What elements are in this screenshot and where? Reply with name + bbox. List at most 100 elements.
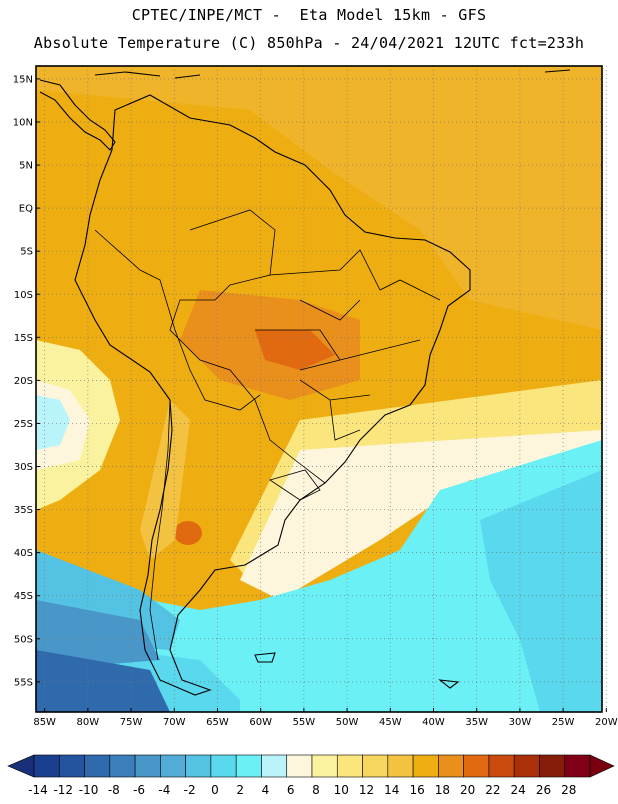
south-america-coastline: [74, 94, 471, 696]
colorbar-swatch: [160, 754, 186, 778]
colorbar-label: -14: [28, 783, 48, 797]
colorbar-swatch: [134, 754, 161, 778]
field-pacific-2: [36, 600, 160, 670]
chart-subtitle: Absolute Temperature (C) 850hPa - 24/04/…: [33, 34, 585, 52]
colorbar-swatch: [235, 754, 262, 778]
lon-label: 50W: [336, 717, 359, 728]
colorbar-label: 8: [312, 783, 320, 797]
lat-label: 35S: [14, 505, 33, 516]
field-argentina-hotspot: [174, 521, 202, 545]
lat-label: 45S: [14, 591, 33, 602]
colorbar-swatch: [210, 754, 237, 778]
border-brazil-states: [255, 249, 441, 441]
lon-label: 40W: [422, 717, 445, 728]
coastlines: [39, 69, 571, 696]
field-pacific-3: [36, 650, 170, 712]
south-georgia: [438, 679, 460, 689]
lat-label: 55S: [14, 677, 33, 688]
lon-label: 70W: [163, 717, 186, 728]
colorbar-label: 2: [236, 783, 244, 797]
lon-label: 35W: [465, 717, 488, 728]
colorbar-label: 24: [511, 783, 526, 797]
colorbar-label: -6: [133, 783, 145, 797]
colorbar-swatch: [261, 754, 288, 778]
temperature-field: [36, 66, 602, 712]
colorbar-min-arrow: [7, 754, 35, 778]
chart-title: CPTEC/INPE/MCT - Eta Model 15km - GFS: [131, 6, 487, 24]
colorbar-swatch: [109, 754, 136, 778]
country-borders: [94, 209, 441, 661]
field-pacific-west-cold: [36, 395, 70, 450]
colorbar-label: 0: [211, 783, 219, 797]
colorbar-swatch: [513, 754, 540, 778]
map-frame: [35, 65, 603, 713]
lat-label: 5N: [19, 161, 33, 172]
colorbar-label: -10: [79, 783, 99, 797]
colorbar-swatch: [463, 754, 490, 778]
border-chile-argentina: [149, 399, 171, 661]
colorbar-swatch: [564, 754, 591, 778]
lon-label: 80W: [77, 717, 100, 728]
lon-label: 45W: [379, 717, 402, 728]
colorbar-label: 6: [287, 783, 295, 797]
colorbar-swatch: [336, 754, 363, 778]
lat-label: 5S: [20, 247, 33, 258]
lat-label: 25S: [14, 419, 33, 430]
colorbar-label: 28: [561, 783, 576, 797]
lat-label: 15S: [14, 333, 33, 344]
colorbar-swatch: [438, 754, 464, 778]
lon-label: 75W: [120, 717, 143, 728]
falklands: [254, 652, 276, 663]
colorbar-label: -4: [158, 783, 170, 797]
colorbar-label: 4: [262, 783, 270, 797]
lat-label: 10N: [13, 117, 33, 128]
lon-label: 85W: [33, 717, 56, 728]
colorbar-swatch: [286, 754, 313, 778]
lon-label: 30W: [509, 717, 532, 728]
colorbar-swatch: [488, 754, 515, 778]
lat-label: 40S: [14, 548, 33, 559]
colorbar-swatch: [539, 754, 566, 778]
colorbar-label: 10: [334, 783, 349, 797]
colorbar-swatch: [84, 754, 111, 778]
colorbar-label: -12: [53, 783, 73, 797]
lon-label: 65W: [206, 717, 229, 728]
border-brazil-west: [169, 209, 326, 484]
colorbar: -14 -12 -10 -8 -6 -4 -2 0 2 4 6 8 10 12 14 16 18 20 22 24 26…: [7, 754, 615, 797]
border-uruguay: [269, 469, 321, 501]
lon-label: 60W: [249, 717, 272, 728]
colorbar-label: 16: [409, 783, 424, 797]
colorbar-swatch: [185, 754, 212, 778]
lon-label: 20W: [595, 717, 618, 728]
colorbar-swatch: [311, 754, 338, 778]
colorbar-label: 12: [359, 783, 374, 797]
field-north: [36, 66, 602, 330]
lat-label: EQ: [19, 204, 33, 215]
colorbar-label: 20: [460, 783, 475, 797]
central-america-coastline: [39, 79, 116, 151]
caribbean-islands: [94, 69, 571, 79]
lat-label: 30S: [14, 462, 33, 473]
colorbar-label: 14: [384, 783, 399, 797]
colorbar-label: -8: [108, 783, 120, 797]
lon-label: 55W: [293, 717, 316, 728]
field-hot-core: [255, 330, 335, 370]
colorbar-label: -2: [184, 783, 196, 797]
colorbar-swatch: [362, 754, 389, 778]
colorbar-label: 18: [435, 783, 450, 797]
colorbar-label: 22: [485, 783, 500, 797]
colorbar-max-arrow: [589, 754, 615, 778]
lat-label: 10S: [14, 290, 33, 301]
field-cyan: [36, 440, 602, 712]
field-cyan-2: [480, 470, 602, 712]
lat-label: 50S: [14, 634, 33, 645]
colorbar-swatch: [58, 754, 85, 778]
lon-label: 25W: [552, 717, 575, 728]
colorbar-swatch: [387, 754, 414, 778]
lat-label: 20S: [14, 376, 33, 387]
colorbar-swatch: [33, 754, 60, 778]
latitude-labels: 15N 10N 5N EQ 5S 10S 15S 20S 25S 30S 35S 40S 45S 50S 5…: [13, 74, 40, 688]
longitude-labels: 85W 80W 75W 70W 65W 60W 55W 50W 45W 40W 35W 30W 25W 2…: [33, 708, 618, 728]
border-peru-bolivia: [94, 229, 261, 411]
